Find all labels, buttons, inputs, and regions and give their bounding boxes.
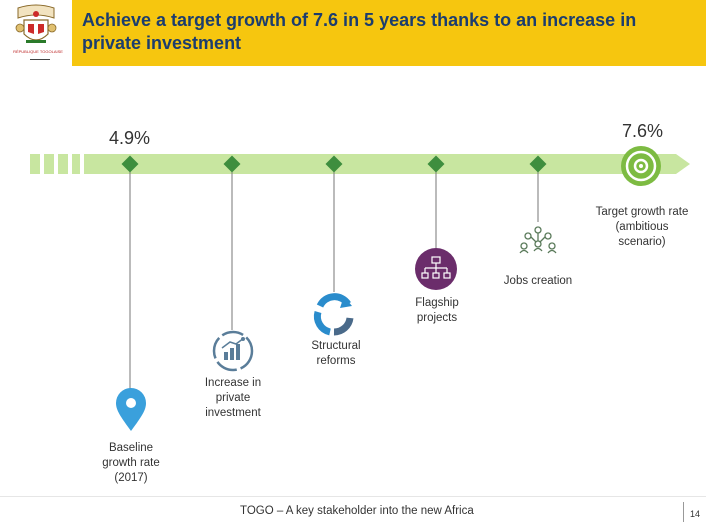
cycle-arrows-icon	[313, 293, 354, 336]
investment-chart-icon	[212, 330, 254, 372]
start-growth-value: 4.9%	[109, 128, 151, 148]
people-network-icon	[519, 226, 557, 254]
page-title: Achieve a target growth of 7.6 in 5 year…	[82, 10, 637, 53]
page-number: 14	[690, 509, 701, 519]
footer-divider	[0, 496, 706, 497]
label-jobs-creation: Jobs creation	[503, 275, 573, 287]
coat-of-arms-icon	[15, 4, 57, 43]
label-flagship-projects: Flagship projects	[415, 297, 459, 324]
label-private-investment: Increase in private investment	[204, 377, 262, 419]
location-pin-icon	[116, 388, 146, 431]
logo-area: RÉPUBLIQUE TOGOLAISE	[0, 0, 72, 66]
marker-investment	[223, 155, 241, 173]
marker-jobs	[529, 155, 547, 173]
page-number-separator	[683, 502, 684, 522]
hierarchy-icon	[415, 248, 457, 290]
marker-reforms	[325, 155, 343, 173]
footer-text: TOGO – A key stakeholder into the new Af…	[240, 505, 474, 517]
marker-flagship	[427, 155, 445, 173]
target-growth-value: 7.6%	[622, 121, 664, 141]
label-structural-reforms: Structural reforms	[311, 340, 361, 367]
emblem-caption: RÉPUBLIQUE TOGOLAISE	[13, 49, 63, 54]
label-target-growth: Target growth rate (ambitious scenario)	[595, 206, 689, 248]
target-icon	[621, 146, 661, 186]
marker-baseline	[121, 155, 139, 173]
logo-underline	[30, 59, 50, 60]
header-banner: RÉPUBLIQUE TOGOLAISE Achieve a target gr…	[0, 0, 706, 66]
label-baseline-growth: Baseline growth rate (2017)	[102, 442, 160, 484]
